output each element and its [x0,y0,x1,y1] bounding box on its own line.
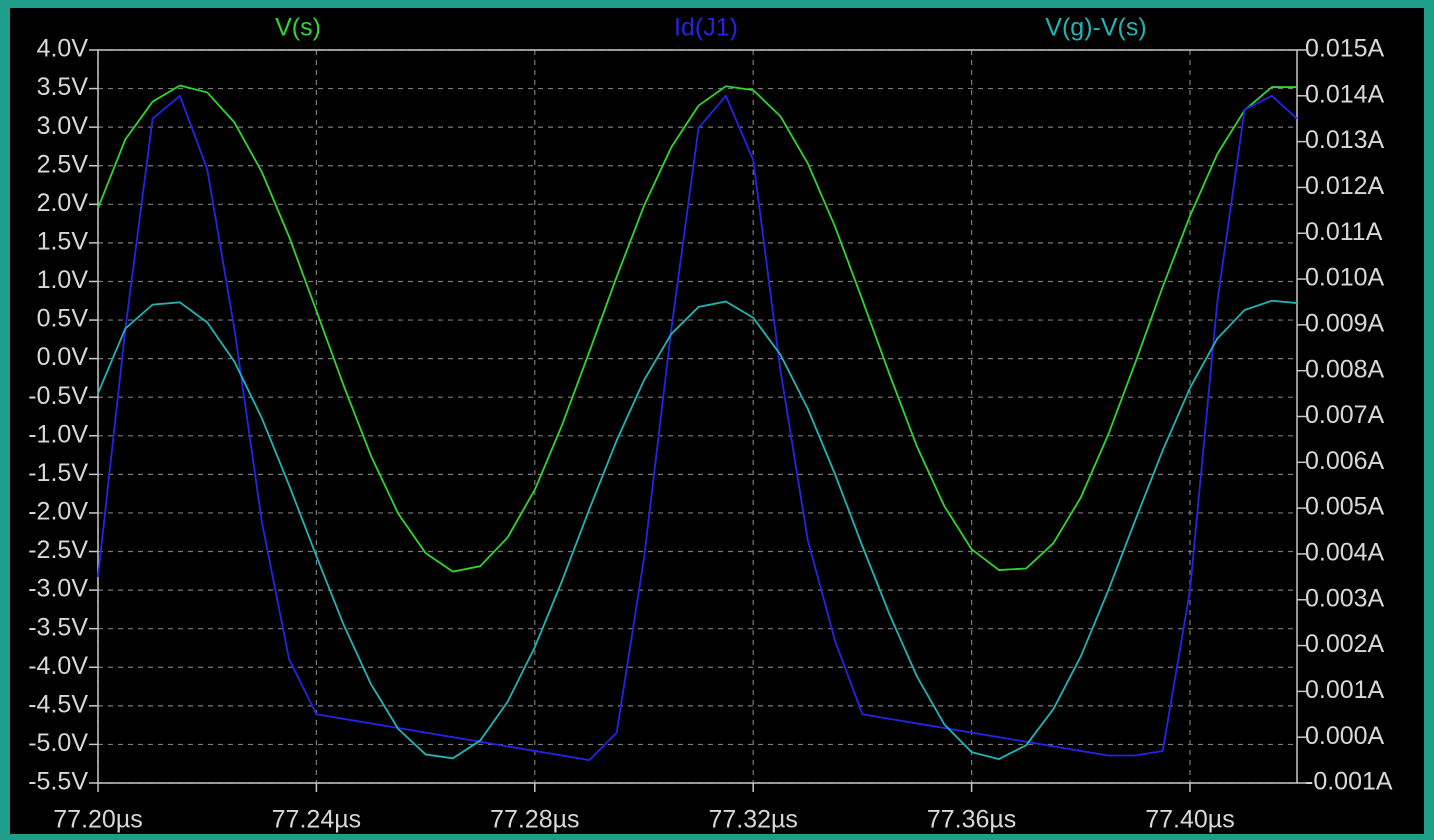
y2-tick-label: 0.002A [1305,630,1385,658]
y2-tick-label: 0.006A [1305,447,1385,475]
legend-entry: V(s) [275,14,321,42]
x-tick-label: 77.32µs [708,806,797,834]
y2-tick-label: 0.007A [1305,401,1385,429]
y2-tick-label: 0.013A [1305,126,1385,154]
x-tick-label: 77.20µs [53,806,142,834]
y-tick-label: -1.5V [28,459,88,487]
y-tick-label: -2.5V [28,536,88,564]
y2-tick-label: 0.015A [1305,35,1385,63]
y-tick-label: 3.0V [37,112,89,140]
y2-tick-label: 0.012A [1305,172,1385,200]
y2-tick-label: 0.000A [1305,722,1385,750]
y-tick-label: 4.0V [37,35,89,63]
y-tick-label: 2.0V [37,189,89,217]
y-tick-label: 3.5V [37,73,89,101]
legend-entry: Id(J1) [674,14,738,42]
plot-frame [97,49,1298,784]
y2-tick-label: -0.001A [1305,768,1393,796]
y2-tick-label: 0.001A [1305,676,1385,704]
x-tick-label: 77.40µs [1145,806,1234,834]
y-tick-label: -5.5V [28,768,88,796]
y2-tick-label: 0.004A [1305,539,1385,567]
y-tick-label: -3.5V [28,613,88,641]
x-tick-label: 77.36µs [927,806,1016,834]
y-tick-label: 0.0V [37,343,89,371]
y-tick-label: 2.5V [37,150,89,178]
series-line [97,94,1298,761]
y2-tick-label: 0.010A [1305,264,1385,292]
y-tick-label: 0.5V [37,305,89,333]
y-tick-label: -0.5V [28,382,88,410]
x-tick-label: 77.24µs [272,806,361,834]
y-tick-label: -3.0V [28,575,88,603]
x-tick-label: 77.28µs [490,806,579,834]
legend-entry: V(g)-V(s) [1045,14,1146,42]
y-tick-label: -5.0V [28,729,88,757]
y2-tick-label: 0.008A [1305,355,1385,383]
plot-background [10,8,1424,834]
y2-tick-label: 0.014A [1305,80,1385,108]
y2-tick-label: 0.003A [1305,584,1385,612]
y-tick-label: -4.0V [28,652,88,680]
y-tick-label: -4.5V [28,690,88,718]
y2-tick-label: 0.009A [1305,309,1385,337]
y-tick-label: -2.0V [28,498,88,526]
y-tick-label: -1.0V [28,420,88,448]
y-tick-label: 1.5V [37,228,89,256]
y-tick-label: 1.0V [37,266,89,294]
y2-tick-label: 0.011A [1305,218,1383,246]
series-line [97,299,1298,760]
y2-tick-label: 0.005A [1305,493,1385,521]
series-line [97,84,1297,573]
